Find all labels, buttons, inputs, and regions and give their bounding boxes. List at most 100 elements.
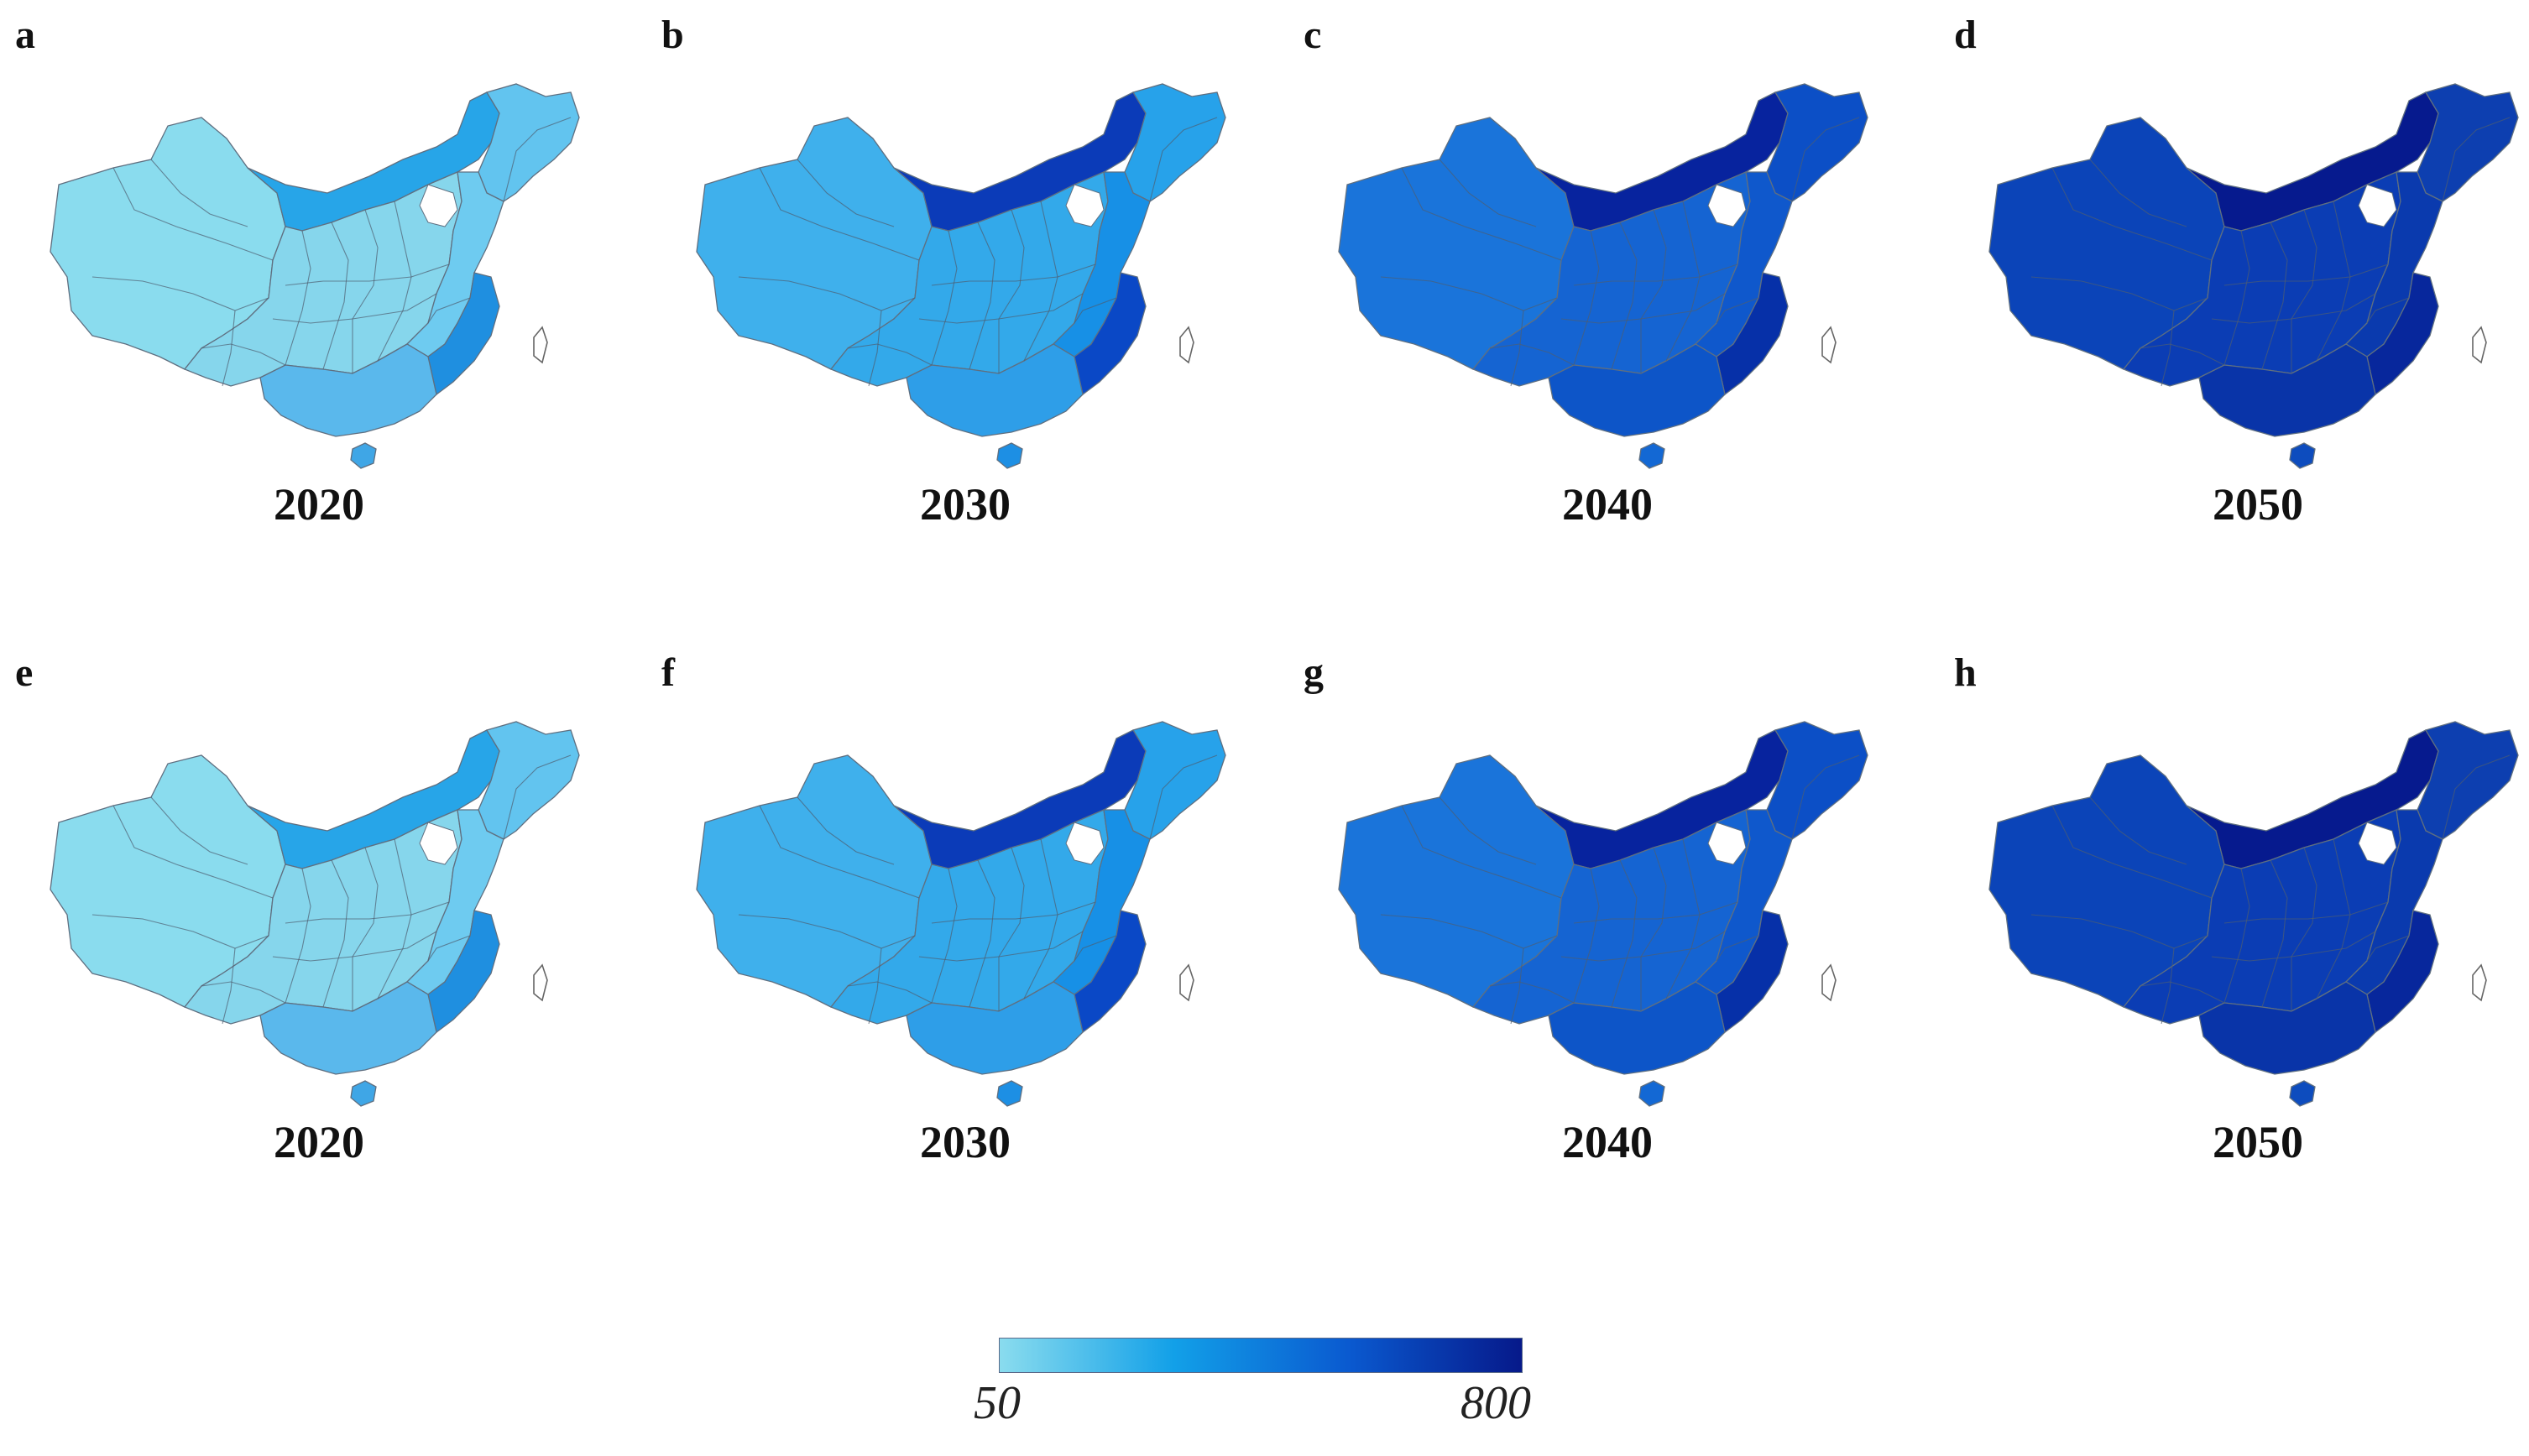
bohai-sea xyxy=(2358,184,2397,227)
province-boundary xyxy=(2089,159,2187,227)
province-boundary xyxy=(2291,847,2317,1011)
china-map xyxy=(1988,83,2519,469)
map-panel: a 2020 xyxy=(8,0,630,604)
region-taiwan xyxy=(1821,963,1837,1002)
region-hainan xyxy=(350,442,377,469)
province-boundary xyxy=(2442,117,2511,202)
china-map xyxy=(50,83,580,469)
region-hainan xyxy=(2289,1080,2316,1107)
region-northeast xyxy=(478,83,580,202)
bohai-sea xyxy=(1707,184,1747,227)
province-boundary xyxy=(285,868,311,1004)
province-boundary xyxy=(2366,297,2410,324)
region-hainan xyxy=(2289,442,2316,469)
province-boundary xyxy=(868,947,882,1025)
region-northeast xyxy=(1124,721,1226,840)
province-boundary xyxy=(847,981,933,1004)
province-boundary xyxy=(1573,264,1738,286)
province-boundary xyxy=(1439,159,1537,227)
region-coast xyxy=(427,272,500,396)
province-boundary xyxy=(1401,805,1562,899)
province-boundary xyxy=(1489,981,1575,1004)
province-boundary xyxy=(1640,847,1667,1011)
province-boundary xyxy=(2089,796,2187,865)
region-northeast xyxy=(2417,721,2519,840)
panel-letter: e xyxy=(15,650,34,695)
region-coast xyxy=(1074,910,1147,1034)
region-hainan xyxy=(1638,442,1665,469)
map-panel: b 2030 xyxy=(655,0,1276,604)
region-south xyxy=(2198,981,2376,1075)
province-boundary xyxy=(2051,805,2213,899)
china-map xyxy=(1338,721,1868,1107)
province-boundary xyxy=(1510,310,1524,387)
panel-letter: c xyxy=(1304,13,1322,57)
bohai-sea xyxy=(1065,184,1105,227)
province-boundary xyxy=(2211,931,2376,962)
province-boundary xyxy=(1716,935,1759,962)
bohai-sea xyxy=(1707,822,1747,865)
panel-year: 2020 xyxy=(274,479,364,530)
panel-year: 2050 xyxy=(2213,1117,2303,1167)
panel-letter: a xyxy=(15,13,35,57)
province-boundary xyxy=(2223,264,2389,286)
province-boundary xyxy=(2140,343,2225,366)
province-boundary xyxy=(201,981,286,1004)
china-map xyxy=(696,721,1226,1107)
province-boundary xyxy=(150,159,248,227)
province-boundary xyxy=(1560,293,1726,324)
province-boundary xyxy=(1560,931,1726,962)
map-panel: g 2040 xyxy=(1297,638,1918,1242)
province-boundary xyxy=(285,264,450,286)
province-boundary xyxy=(2223,868,2250,1004)
province-boundary xyxy=(272,931,437,962)
panel-year: 2040 xyxy=(1562,479,1653,530)
map-panel: h 2050 xyxy=(1947,638,2529,1242)
province-boundary xyxy=(2030,914,2208,949)
colorbar-min-label: 50 xyxy=(974,1377,1021,1429)
province-boundary xyxy=(1149,754,1218,840)
province-boundary xyxy=(352,209,379,373)
province-boundary xyxy=(797,159,895,227)
province-boundary xyxy=(797,796,895,865)
province-boundary xyxy=(285,230,311,366)
province-boundary xyxy=(1074,935,1117,962)
region-taiwan xyxy=(1179,963,1194,1002)
province-boundary xyxy=(201,343,286,366)
region-coast xyxy=(2366,910,2439,1034)
region-south xyxy=(906,981,1084,1075)
panel-letter: g xyxy=(1304,650,1324,695)
province-boundary xyxy=(352,847,379,1011)
bohai-sea xyxy=(419,822,458,865)
province-boundary xyxy=(1401,167,1562,261)
province-boundary xyxy=(1716,297,1759,324)
province-boundary xyxy=(1380,276,1558,311)
panel-letter: d xyxy=(1954,13,1977,57)
province-boundary xyxy=(1573,230,1600,366)
colorbar-legend: 50 800 xyxy=(974,1326,1544,1452)
province-boundary xyxy=(112,805,274,899)
province-boundary xyxy=(998,209,1025,373)
province-boundary xyxy=(91,914,269,949)
province-boundary xyxy=(2161,310,2175,387)
region-hainan xyxy=(996,442,1023,469)
china-map xyxy=(1988,721,2519,1107)
province-boundary xyxy=(2366,935,2410,962)
region-taiwan xyxy=(2472,326,2487,364)
map-panel: d 2050 xyxy=(1947,0,2529,604)
panel-letter: b xyxy=(661,13,684,57)
region-south xyxy=(259,981,437,1075)
province-boundary xyxy=(272,293,437,324)
province-boundary xyxy=(427,297,471,324)
region-south xyxy=(2198,343,2376,437)
china-map xyxy=(1338,83,1868,469)
region-south xyxy=(1548,981,1726,1075)
province-boundary xyxy=(1791,117,1860,202)
province-boundary xyxy=(2161,947,2175,1025)
panel-letter: h xyxy=(1954,650,1977,695)
region-taiwan xyxy=(533,963,548,1002)
province-boundary xyxy=(2442,754,2511,840)
region-south xyxy=(1548,343,1726,437)
map-panel: f 2030 xyxy=(655,638,1276,1242)
province-boundary xyxy=(91,276,269,311)
